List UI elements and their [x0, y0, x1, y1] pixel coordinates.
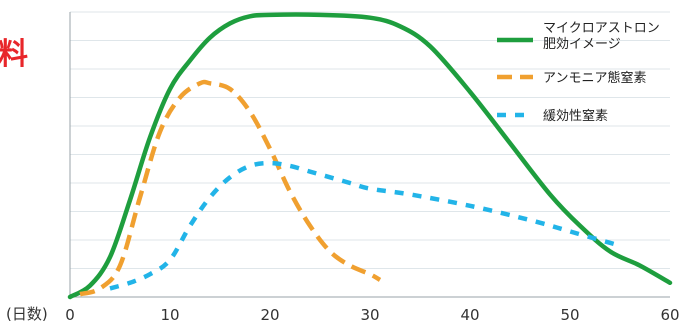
x-tick-label: 50	[560, 306, 579, 324]
series-line-1	[67, 12, 673, 300]
axes	[69, 12, 670, 298]
side-heading-fragment: 料	[0, 37, 28, 72]
series-line-3	[109, 160, 621, 291]
x-tick-label: 10	[160, 306, 179, 324]
x-tick-label: 30	[360, 306, 379, 324]
legend-label-1: マイクロアストロン肥効イメージ	[543, 21, 660, 52]
series-line-2	[79, 79, 382, 297]
x-tick-labels: 0 10 20 30 40 50 60	[65, 306, 679, 324]
legend-label-2: アンモニア態窒素	[543, 70, 646, 86]
legend-label-3: 緩効性窒素	[543, 108, 608, 124]
x-tick-label: 0	[65, 306, 75, 324]
grid	[70, 11, 670, 269]
x-tick-label: 20	[260, 306, 279, 324]
x-axis-label: (日数)	[6, 305, 48, 323]
series-lines	[67, 12, 673, 300]
x-tick-label: 40	[460, 306, 479, 324]
x-tick-label: 60	[660, 306, 679, 324]
